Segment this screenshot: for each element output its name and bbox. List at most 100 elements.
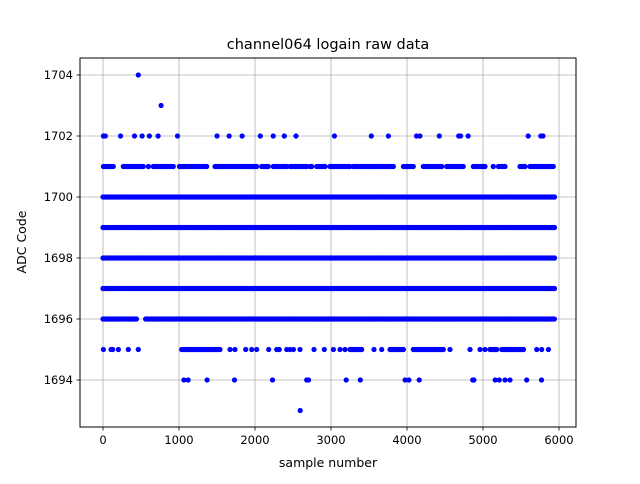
data-point	[135, 346, 141, 353]
data-point	[170, 163, 176, 170]
y-tick-label: 1694	[44, 373, 73, 387]
data-point	[174, 133, 181, 139]
y-tick-label: 1704	[44, 68, 73, 82]
data-points	[100, 72, 558, 414]
data-point	[297, 346, 303, 353]
x-axis-label: sample number	[279, 455, 378, 470]
data-point	[266, 346, 272, 353]
x-tick-label: 5000	[468, 433, 497, 447]
data-point	[538, 377, 545, 383]
data-point	[551, 316, 558, 322]
y-axis-label: ADC Code	[14, 210, 29, 273]
data-point	[257, 133, 263, 139]
data-point	[385, 133, 391, 139]
data-point	[155, 133, 161, 139]
data-point	[525, 133, 531, 139]
data-point	[330, 346, 336, 353]
data-point	[471, 377, 477, 383]
data-point	[522, 163, 528, 170]
data-point	[239, 133, 245, 139]
data-point	[125, 346, 131, 353]
data-point	[290, 346, 296, 353]
data-point	[133, 316, 139, 322]
data-point	[139, 133, 145, 139]
data-point	[406, 377, 412, 383]
data-point	[400, 346, 406, 353]
x-tick-label: 3000	[316, 433, 345, 447]
y-tick-label: 1696	[44, 312, 73, 326]
data-point	[447, 346, 453, 353]
data-point	[227, 346, 233, 353]
y-tick-label: 1700	[44, 190, 73, 204]
data-point	[416, 377, 422, 383]
data-point	[117, 133, 124, 139]
data-point	[368, 133, 374, 139]
x-tick-label: 1000	[164, 433, 193, 447]
data-point	[482, 346, 488, 353]
data-point	[131, 133, 138, 139]
data-point	[494, 346, 500, 353]
data-point	[465, 133, 471, 139]
data-point	[502, 377, 508, 383]
data-point	[520, 346, 527, 353]
data-point	[254, 346, 260, 353]
data-point	[440, 346, 446, 353]
data-point	[243, 346, 249, 353]
data-point	[551, 255, 558, 261]
data-point	[402, 377, 408, 383]
data-point	[281, 133, 287, 139]
data-point	[276, 346, 282, 353]
data-point	[343, 377, 349, 383]
data-point	[390, 163, 396, 170]
x-tick-label: 4000	[392, 433, 421, 447]
y-tick-label: 1702	[44, 129, 73, 143]
data-point	[331, 133, 337, 139]
data-point	[524, 377, 530, 383]
data-point	[417, 133, 423, 139]
data-point	[249, 346, 255, 353]
data-point	[540, 133, 546, 139]
ticks: 0 1000 2000 3000 4000 5000 6000 1694 1696 1698 170…	[44, 68, 574, 447]
data-point	[158, 102, 164, 109]
data-point	[231, 377, 238, 383]
data-point	[254, 163, 260, 170]
data-point	[269, 377, 276, 383]
data-point	[135, 72, 141, 78]
data-point	[297, 407, 303, 414]
data-point	[458, 133, 464, 139]
x-tick-label: 6000	[544, 433, 573, 447]
data-point	[436, 133, 442, 139]
data-point	[539, 346, 545, 353]
data-point	[551, 224, 558, 231]
data-point	[100, 346, 106, 353]
data-point	[140, 163, 146, 170]
data-point	[482, 163, 488, 170]
data-point	[337, 346, 343, 353]
data-point	[293, 133, 299, 139]
data-point	[550, 163, 556, 170]
data-point	[185, 377, 191, 383]
data-point	[204, 163, 210, 170]
data-point	[534, 346, 540, 353]
y-tick-label: 1698	[44, 251, 73, 265]
data-point	[439, 163, 445, 170]
data-point	[181, 377, 187, 383]
x-tick-label: 0	[99, 433, 106, 447]
data-point	[217, 346, 223, 353]
data-point	[342, 346, 348, 353]
data-point	[146, 133, 152, 139]
data-point	[321, 346, 327, 353]
chart-title: channel064 logain raw data	[227, 37, 429, 53]
data-point	[551, 194, 558, 200]
data-point	[507, 377, 513, 383]
data-point	[410, 163, 416, 170]
data-point	[306, 377, 312, 383]
data-point	[265, 163, 271, 170]
data-point	[545, 346, 552, 353]
data-point	[226, 133, 232, 139]
data-point	[270, 133, 276, 139]
data-point	[371, 346, 377, 353]
x-tick-label: 2000	[240, 433, 269, 447]
